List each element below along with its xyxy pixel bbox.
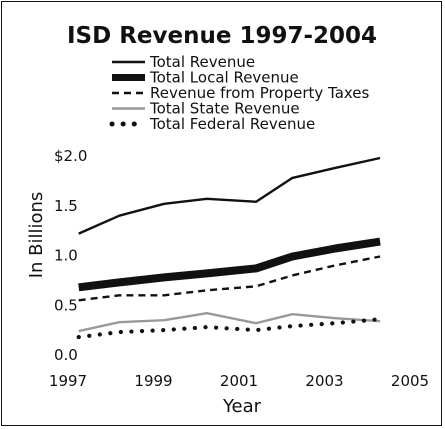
chart-title: ISD Revenue 1997-2004 xyxy=(67,23,377,49)
y-tick-label: 1.0 xyxy=(54,247,78,265)
x-tick-label: 2003 xyxy=(305,372,343,390)
legend-label-revenue-from-property-taxes: Revenue from Property Taxes xyxy=(150,84,370,102)
series-line-total-revenue xyxy=(78,156,381,235)
legend-label-total-federal-revenue: Total Federal Revenue xyxy=(149,115,315,133)
x-tick-label: 1997 xyxy=(49,372,87,390)
y-axis-label: In Billions xyxy=(26,192,47,279)
legend-label-total-local-revenue: Total Local Revenue xyxy=(149,69,299,87)
y-axis-ticks: 0.0 0.5 1.0 1.5 $2.0 xyxy=(54,147,87,364)
legend-label-total-state-revenue: Total State Revenue xyxy=(149,100,300,118)
x-tick-label: 1999 xyxy=(134,372,172,390)
y-tick-label: 1.5 xyxy=(54,197,78,215)
x-axis-ticks: 1997 1999 2001 2003 2005 xyxy=(49,372,429,390)
y-tick-label: 0.5 xyxy=(54,296,78,314)
series-layer xyxy=(76,156,383,340)
y-tick-label: 0.0 xyxy=(54,346,78,364)
x-tick-label: 2001 xyxy=(220,372,258,390)
legend-label-total-revenue: Total Revenue xyxy=(149,53,255,71)
x-axis-label: Year xyxy=(222,396,262,417)
series-line-total-state-revenue xyxy=(78,312,381,333)
x-tick-label: 2005 xyxy=(391,372,429,390)
series-line-total-local-revenue xyxy=(78,237,381,292)
y-tick-label: $2.0 xyxy=(54,147,87,165)
series-line-revenue-from-property-taxes xyxy=(78,255,381,302)
